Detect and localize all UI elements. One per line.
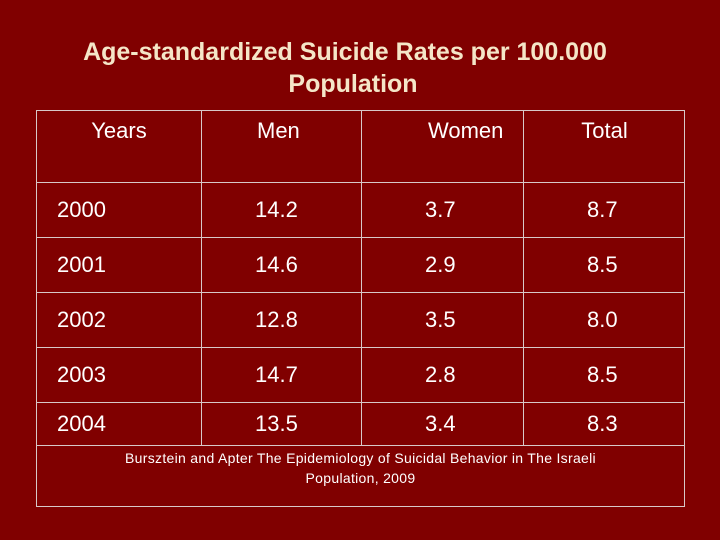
source-line1: Bursztein and Apter The Epidemiology of … bbox=[125, 450, 596, 466]
cell-women: 2.9 bbox=[425, 252, 456, 277]
cell-total: 8.0 bbox=[587, 307, 618, 332]
column-divider bbox=[361, 111, 362, 445]
source-line2: Population, 2009 bbox=[305, 470, 416, 486]
header-women: Women bbox=[428, 118, 504, 143]
cell-women: 3.5 bbox=[425, 307, 456, 332]
cell-men: 13.5 bbox=[255, 411, 298, 436]
cell-men: 12.8 bbox=[255, 307, 298, 332]
header-men: Men bbox=[257, 118, 300, 143]
header-years: Years bbox=[91, 118, 147, 143]
cell-men: 14.2 bbox=[255, 197, 298, 222]
cell-total: 8.5 bbox=[587, 362, 618, 387]
cell-women: 2.8 bbox=[425, 362, 456, 387]
cell-total: 8.3 bbox=[587, 411, 618, 436]
cell-year: 2002 bbox=[57, 307, 106, 332]
table-row: 2000 14.2 3.7 8.7 bbox=[37, 183, 684, 238]
column-divider bbox=[201, 111, 202, 445]
cell-year: 2004 bbox=[57, 411, 106, 436]
cell-men: 14.6 bbox=[255, 252, 298, 277]
cell-women: 3.4 bbox=[425, 411, 456, 436]
slide-title-line1: Age-standardized Suicide Rates per 100.0… bbox=[83, 38, 607, 66]
source-citation: Bursztein and Apter The Epidemiology of … bbox=[37, 448, 684, 488]
table-row: 2003 14.7 2.8 8.5 bbox=[37, 348, 684, 403]
table-row: 2001 14.6 2.9 8.5 bbox=[37, 238, 684, 293]
cell-total: 8.5 bbox=[587, 252, 618, 277]
table-row: 2004 13.5 3.4 8.3 bbox=[37, 403, 684, 445]
cell-total: 8.7 bbox=[587, 197, 618, 222]
source-divider bbox=[37, 445, 684, 446]
cell-year: 2003 bbox=[57, 362, 106, 387]
table-row: 2002 12.8 3.5 8.0 bbox=[37, 293, 684, 348]
cell-women: 3.7 bbox=[425, 197, 456, 222]
header-total: Total bbox=[581, 118, 628, 143]
cell-men: 14.7 bbox=[255, 362, 298, 387]
cell-year: 2001 bbox=[57, 252, 106, 277]
cell-year: 2000 bbox=[57, 197, 106, 222]
suicide-rates-table: Years Men Women Total 2000 14.2 3.7 8.7 … bbox=[36, 110, 685, 507]
slide-title-line2: Population bbox=[288, 70, 418, 98]
column-divider bbox=[523, 111, 524, 445]
table-header-row: Years Men Women Total bbox=[37, 111, 684, 183]
slide-title: Age-standardized Suicide Rates per 100.0… bbox=[0, 36, 720, 100]
